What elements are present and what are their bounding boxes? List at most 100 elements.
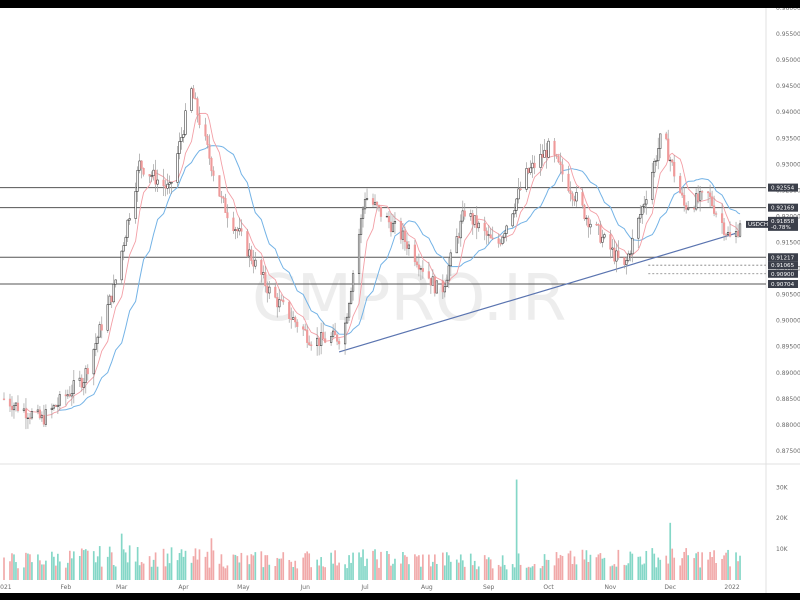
- volume-bar: [497, 564, 500, 580]
- candle: [477, 222, 480, 229]
- candle: [347, 303, 351, 318]
- candle: [72, 380, 75, 394]
- candle: [44, 409, 47, 425]
- volume-bar: [601, 558, 604, 580]
- candle: [505, 225, 508, 234]
- volume-bar: [318, 565, 320, 580]
- candle: [724, 234, 728, 236]
- volume-bar: [114, 566, 117, 580]
- volume-bar: [655, 567, 658, 580]
- candle: [240, 228, 243, 232]
- volume-bar: [51, 551, 53, 580]
- volume-bar: [557, 558, 560, 580]
- volume-bar: [723, 555, 725, 580]
- candle: [709, 192, 712, 197]
- candle: [557, 156, 560, 163]
- candle: [427, 271, 430, 279]
- dashed-level-label: 0.90900: [771, 272, 795, 278]
- candle: [152, 169, 155, 176]
- candle: [10, 405, 14, 411]
- y-tick-label: 0.91500: [776, 240, 800, 247]
- ma-fast-line: [25, 112, 741, 418]
- volume-bar: [725, 552, 727, 580]
- candle: [643, 203, 646, 207]
- candle: [8, 398, 12, 407]
- volume-bar: [713, 550, 715, 580]
- volume-bar: [483, 555, 486, 580]
- volume-bar: [559, 554, 562, 580]
- volume-bar: [296, 568, 299, 580]
- candle: [715, 213, 718, 215]
- volume-bar: [447, 555, 450, 580]
- candle: [399, 220, 403, 240]
- x-tick-label: Mar: [116, 584, 128, 591]
- volume-bar: [567, 553, 570, 580]
- volume-bar: [136, 547, 139, 580]
- candle: [736, 231, 740, 237]
- volume-bar: [449, 561, 452, 580]
- volume-bar: [53, 556, 55, 580]
- volume-bar: [11, 553, 13, 580]
- candle: [517, 188, 520, 200]
- volume-bar: [248, 564, 251, 580]
- price-chart[interactable]: CMPRO.IR 0.96000 0.95500 0.95000 0.94500 0.9…: [0, 8, 800, 593]
- y-tick-label: 0.94000: [776, 109, 800, 116]
- volume-bar: [583, 559, 586, 580]
- candle: [198, 114, 201, 125]
- volume-bar: [282, 552, 285, 580]
- volume-bar: [86, 550, 89, 580]
- volume-bar: [422, 554, 424, 580]
- volume-bar: [268, 564, 271, 580]
- x-tick-label: Oct: [543, 584, 554, 591]
- candles: [2, 85, 742, 430]
- volume-bar: [473, 560, 476, 580]
- candle: [14, 402, 18, 406]
- volume-bar: [362, 549, 364, 580]
- volume-bar: [525, 567, 528, 580]
- volume-bar: [322, 566, 324, 580]
- volume-bar: [715, 562, 717, 580]
- candle: [511, 213, 514, 227]
- candle: [655, 160, 658, 162]
- volume-bar: [346, 568, 348, 580]
- candle: [687, 207, 690, 210]
- volume-bar: [176, 560, 179, 580]
- volume-bar: [3, 557, 5, 580]
- volume-bar: [210, 538, 213, 580]
- candle: [363, 199, 367, 210]
- volume-bar: [585, 550, 588, 580]
- candle: [575, 192, 578, 202]
- candle: [435, 280, 438, 294]
- candle: [685, 205, 688, 210]
- volume-bar: [515, 479, 518, 580]
- volume-bar: [569, 550, 572, 580]
- volume-bar: [108, 546, 111, 580]
- candle: [671, 159, 674, 163]
- candle: [585, 217, 588, 220]
- volume-bar: [168, 563, 171, 580]
- volume-bar: [72, 551, 75, 580]
- volume-bar: [434, 554, 436, 580]
- candle: [349, 290, 353, 304]
- candle: [112, 283, 115, 303]
- symbol-tag: USDCHF: [748, 222, 771, 228]
- candle: [475, 215, 478, 229]
- candle: [405, 241, 409, 249]
- volume-bar: [266, 555, 269, 580]
- candle: [254, 259, 257, 267]
- x-tick-label: 2021: [0, 584, 12, 591]
- volume-bar: [192, 556, 195, 580]
- volume-bar: [595, 557, 598, 580]
- candle: [290, 318, 293, 320]
- volume-bar: [224, 568, 227, 580]
- volume-bar: [641, 564, 644, 580]
- candle: [54, 405, 57, 407]
- level-labels: 0.92554 0.92169 0.91217 0.90704 0.91065 0.909…: [746, 183, 798, 288]
- candle: [52, 405, 55, 409]
- volume-bar: [441, 552, 444, 580]
- candle: [96, 336, 99, 344]
- candle: [379, 206, 383, 217]
- level-label-bg: [768, 279, 798, 288]
- trendline: [338, 231, 741, 353]
- candle: [659, 133, 662, 149]
